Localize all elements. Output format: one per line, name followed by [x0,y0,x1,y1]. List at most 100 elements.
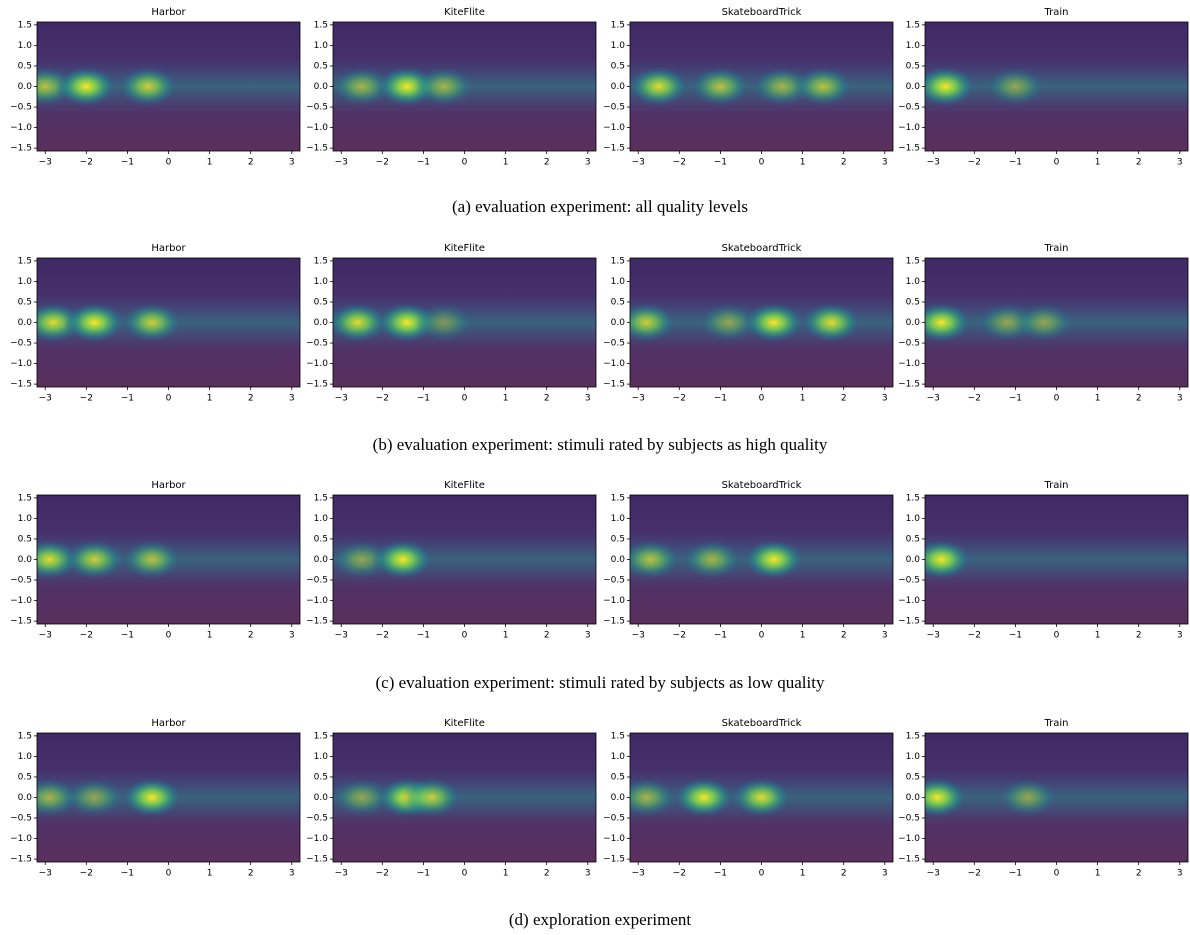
hotspot [630,66,689,107]
y-tick-label: 0.5 [314,534,328,544]
hotspot [56,66,117,107]
y-tick-label: −0.5 [306,103,328,113]
y-tick-label: 0.5 [18,297,32,307]
y-tick-label: 0.0 [18,318,33,328]
x-tick-label: 1 [1095,869,1101,879]
y-tick-label: 0.5 [611,534,625,544]
y-tick-label: 1.0 [18,514,33,524]
x-tick-label: −1 [1009,631,1022,641]
x-tick-label: 1 [503,631,509,641]
x-tick-label: 0 [462,158,468,168]
x-tick-label: 1 [207,631,213,641]
x-tick-label: 3 [289,158,295,168]
x-tick-label: 1 [1095,158,1101,168]
y-tick-label: 0.0 [611,793,626,803]
x-tick-label: −1 [417,631,430,641]
x-tick-label: 2 [248,869,254,879]
x-tick-label: −1 [417,394,430,404]
x-tick-label: −3 [39,631,52,641]
hotspot [743,539,804,580]
y-tick-label: 0.5 [18,61,32,71]
x-tick-label: 2 [544,394,550,404]
y-tick-label: 0.5 [611,772,625,782]
y-tick-label: −1.5 [10,380,32,390]
y-tick-label: −0.5 [898,814,920,824]
x-tick-label: −1 [121,631,134,641]
x-tick-label: 3 [289,869,295,879]
y-tick-label: −1.0 [898,834,920,844]
x-tick-label: −3 [335,158,348,168]
x-tick-label: 2 [1136,631,1142,641]
x-tick-label: −1 [714,158,727,168]
caption: (b) evaluation experiment: stimuli rated… [373,435,828,454]
y-tick-label: −0.5 [306,814,328,824]
y-tick-label: −0.5 [306,339,328,349]
y-tick-label: −1.5 [603,144,625,154]
y-tick-label: −0.5 [898,103,920,113]
x-tick-label: −2 [968,869,981,879]
x-tick-label: −3 [632,158,645,168]
y-tick-label: −0.5 [10,339,32,349]
x-tick-label: 1 [207,869,213,879]
x-tick-label: −1 [714,869,727,879]
x-tick-label: 0 [166,631,172,641]
y-tick-label: 1.0 [611,41,626,51]
hotspot [743,302,804,343]
panel-title: Harbor [151,7,186,18]
hotspot [122,539,183,580]
y-tick-label: −1.5 [306,617,328,627]
y-tick-label: −1.0 [306,359,328,369]
hotspot [333,777,392,818]
caption: (a) evaluation experiment: all quality l… [452,197,748,216]
x-tick-label: 2 [544,158,550,168]
y-tick-label: 0.5 [611,61,625,71]
x-tick-label: 1 [800,631,806,641]
y-tick-label: −1.5 [10,144,32,154]
y-tick-label: −1.0 [306,123,328,133]
y-tick-label: −1.0 [603,834,625,844]
y-tick-label: 1.5 [611,731,625,741]
x-tick-label: −1 [714,394,727,404]
y-tick-label: 1.0 [314,41,329,51]
x-tick-label: 0 [166,158,172,168]
hotspot [64,539,125,580]
y-tick-label: −1.5 [603,855,625,865]
y-tick-label: 0.5 [906,534,920,544]
y-tick-label: 0.5 [314,297,328,307]
y-tick-label: −0.5 [898,339,920,349]
x-tick-label: −1 [417,158,430,168]
x-tick-label: −2 [376,631,389,641]
x-tick-label: 0 [759,394,765,404]
x-tick-label: −3 [927,158,940,168]
panel-title: KiteFlite [444,243,485,254]
x-tick-label: 0 [1054,869,1060,879]
hotspot [64,777,125,818]
x-tick-label: 1 [207,394,213,404]
x-tick-label: −3 [335,869,348,879]
y-tick-label: 0.0 [314,793,329,803]
x-tick-label: 1 [503,158,509,168]
y-tick-label: −1.5 [10,855,32,865]
x-tick-label: 0 [759,869,765,879]
y-tick-label: 0.0 [314,555,329,565]
y-tick-label: −1.5 [306,855,328,865]
hotspot [997,777,1058,818]
x-tick-label: −2 [80,631,93,641]
x-tick-label: −3 [927,869,940,879]
y-tick-label: −1.0 [603,359,625,369]
hotspot [752,66,813,107]
x-tick-label: 3 [585,869,591,879]
x-tick-label: 1 [1095,631,1101,641]
x-tick-label: 2 [544,869,550,879]
y-tick-label: −1.0 [10,359,32,369]
y-tick-label: 1.5 [906,493,920,503]
x-tick-label: −1 [1009,394,1022,404]
y-tick-label: 0.0 [18,82,33,92]
y-tick-label: −1.5 [898,855,920,865]
y-tick-label: 1.0 [906,752,921,762]
x-tick-label: 2 [841,158,847,168]
x-tick-label: −1 [1009,158,1022,168]
x-tick-label: −1 [121,869,134,879]
hotspot [64,302,125,343]
x-tick-label: −1 [121,394,134,404]
